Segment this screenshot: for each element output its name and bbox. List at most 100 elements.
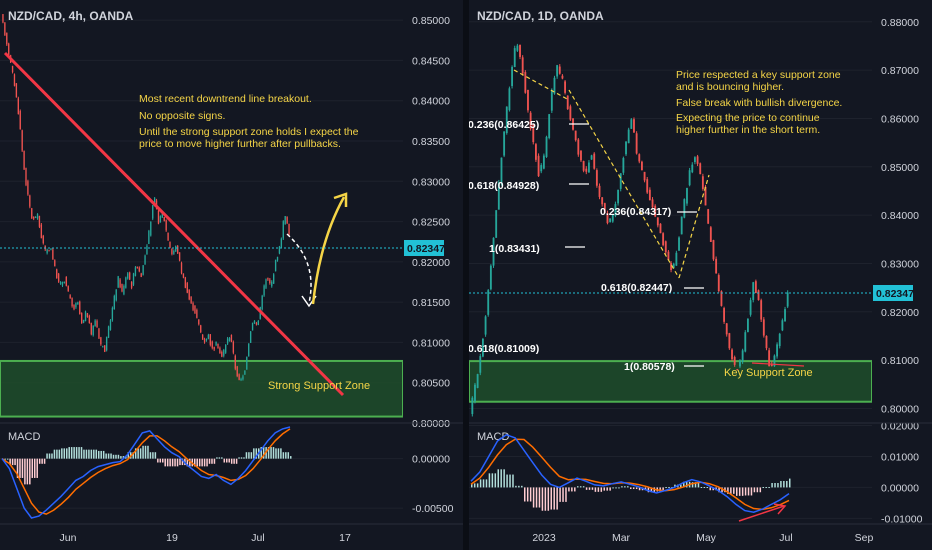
candle-body xyxy=(487,290,490,315)
candle-body xyxy=(540,165,543,172)
macd-histogram-bar xyxy=(144,445,147,459)
candle-body xyxy=(125,277,127,288)
right-annotation-2: and is bouncing higher. xyxy=(676,81,784,93)
candle-body xyxy=(134,267,137,276)
candle-body xyxy=(617,189,620,204)
left-zone-label: Strong Support Zone xyxy=(268,380,370,392)
candle-body xyxy=(8,43,10,55)
macd-histogram-bar xyxy=(139,448,142,459)
y-tick-label: 0.84000 xyxy=(881,210,919,222)
candle-body xyxy=(161,214,163,218)
macd-histogram-bar xyxy=(506,474,508,488)
macd-histogram-bar xyxy=(223,458,226,463)
candle-body xyxy=(69,295,71,299)
y-tick-label: 0.82000 xyxy=(881,307,919,319)
macd-histogram-bar xyxy=(78,447,80,459)
left-chart-svg[interactable]: NZD/CAD, 4h, OANDA Most recent downtrend… xyxy=(0,0,463,550)
macd-histogram-bar xyxy=(275,448,277,459)
fib-label-0: 0.236(0.86425) xyxy=(469,119,539,131)
macd-histogram-bar xyxy=(635,487,638,490)
candle-body xyxy=(6,32,8,45)
candle-body xyxy=(136,266,139,269)
macd-histogram-bar xyxy=(137,448,139,459)
candle-body xyxy=(102,346,104,348)
left-time-axis[interactable]: Jun 19 Jul 17 xyxy=(0,523,463,544)
left-price-axis[interactable]: 0.85000 0.84500 0.84000 0.83500 0.83000 0.825… xyxy=(403,0,463,550)
candle-body xyxy=(521,57,524,74)
macd-histogram-bar xyxy=(615,487,617,489)
macd-histogram-bar xyxy=(691,482,694,488)
candle-body xyxy=(81,313,83,324)
candle-body xyxy=(13,74,16,86)
macd-histogram-bar xyxy=(58,449,61,459)
candle-body xyxy=(144,255,146,265)
right-chart-panel[interactable]: NZD/CAD, 1D, OANDA Price respected a key… xyxy=(469,0,932,550)
candle-body xyxy=(476,374,479,388)
right-price-axis[interactable]: 0.88000 0.87000 0.86000 0.85000 0.84000 0.830… xyxy=(872,0,932,550)
macd-histogram-bar xyxy=(11,458,14,466)
candle-body xyxy=(776,344,779,357)
candle-body xyxy=(648,189,651,201)
candle-body xyxy=(71,298,73,307)
macd-histogram-bar xyxy=(98,450,100,459)
macd-histogram-bar xyxy=(73,447,75,459)
candle-body xyxy=(29,195,31,207)
candle-body xyxy=(194,305,196,314)
candle-body xyxy=(511,66,514,87)
candle-body xyxy=(691,164,694,173)
candle-body xyxy=(167,232,169,241)
candle-body xyxy=(611,214,614,222)
candle-body xyxy=(635,133,638,154)
fib-label-4: 0.618(0.82447) xyxy=(601,282,672,294)
macd-histogram-bar xyxy=(34,458,36,478)
candle-body xyxy=(59,282,62,284)
candle-body xyxy=(678,237,680,251)
macd-histogram-bar xyxy=(524,487,526,502)
candle-body xyxy=(178,252,181,261)
macd-histogram-bar xyxy=(221,457,223,459)
macd-histogram-bar xyxy=(255,448,258,459)
left-annotation-3: Until the strong support zone holds I ex… xyxy=(139,126,359,138)
candle-body xyxy=(784,309,786,322)
candle-body xyxy=(770,363,773,366)
candle-body xyxy=(236,366,238,377)
macd-histogram-bar xyxy=(741,487,744,496)
macd-histogram-bar xyxy=(562,487,564,502)
macd-histogram-bar xyxy=(786,480,788,488)
macd-histogram-bar xyxy=(277,448,280,459)
macd-histogram-bar xyxy=(762,487,764,489)
candle-body xyxy=(736,369,739,371)
left-chart-panel[interactable]: NZD/CAD, 4h, OANDA Most recent downtrend… xyxy=(0,0,463,550)
macd-histogram-bar xyxy=(750,487,753,496)
candle-body xyxy=(263,285,265,296)
macd-histogram-bar xyxy=(166,458,169,467)
right-time-axis[interactable]: 2023 Mar May Jul Sep xyxy=(469,523,932,544)
macd-histogram-bar xyxy=(518,485,520,488)
macd-histogram-bar xyxy=(181,458,184,466)
candle-body xyxy=(643,171,646,181)
candle-body xyxy=(171,248,173,255)
macd-histogram-bar xyxy=(270,447,272,459)
right-macd-label: MACD xyxy=(477,431,509,443)
macd-histogram-bar xyxy=(117,454,120,459)
projection-arrowhead xyxy=(333,192,348,207)
macd-histogram-bar xyxy=(154,452,157,459)
right-annotation-1: Price respected a key support zone xyxy=(676,69,841,81)
y-tick-label: 0.87000 xyxy=(881,65,919,77)
macd-histogram-bar xyxy=(53,449,56,459)
candle-body xyxy=(556,65,559,77)
macd-histogram-bar xyxy=(9,458,11,466)
candle-body xyxy=(111,307,114,321)
right-chart-svg[interactable]: NZD/CAD, 1D, OANDA Price respected a key… xyxy=(469,0,932,550)
candle-body xyxy=(741,350,744,362)
macd-histogram-bar xyxy=(46,453,48,459)
macd-histogram-bar xyxy=(521,485,523,488)
macd-histogram-bar xyxy=(132,452,134,459)
macd-tick-label: 0.00000 xyxy=(412,454,450,466)
candle-body xyxy=(44,245,46,250)
candle-body xyxy=(675,252,678,266)
macd-histogram-bar xyxy=(685,481,688,488)
candle-body xyxy=(92,325,94,336)
macd-histogram-bar xyxy=(471,483,473,488)
candle-body xyxy=(219,348,221,354)
